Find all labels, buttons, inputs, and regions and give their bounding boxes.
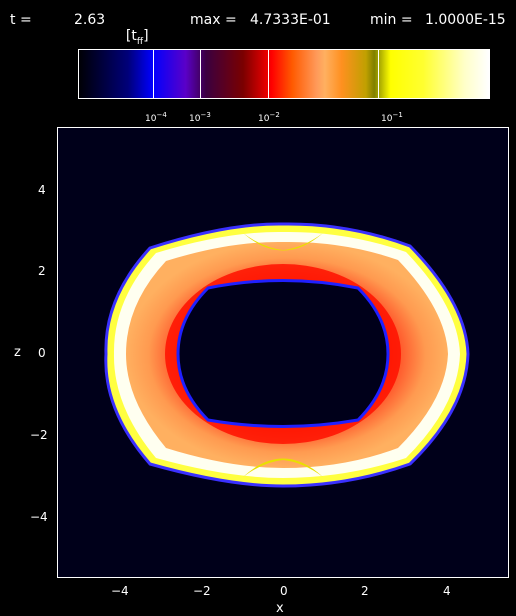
x-tick-label: 2 (361, 584, 369, 598)
min-label: min = (370, 12, 413, 28)
colorbar-tick-label: 10−4 (145, 111, 167, 124)
x-axis-label: x (276, 601, 284, 616)
max-label: max = (190, 12, 237, 28)
time-unit: [tff] (125, 28, 149, 47)
x-tick-label: 0 (280, 584, 288, 598)
x-tick-label: −2 (193, 584, 211, 598)
density-field (58, 128, 508, 577)
colorbar-tick (378, 50, 380, 98)
colorbar-tick (199, 50, 201, 98)
time-label: t = (10, 12, 32, 28)
y-tick-label: −4 (30, 510, 48, 524)
min-value: 1.0000E-15 (425, 12, 506, 28)
colorbar-tick-label: 10−2 (258, 111, 280, 124)
colorbar-tick-label: 10−3 (189, 111, 211, 124)
time-value: 2.63 (74, 12, 106, 28)
colorbar-tick (267, 50, 269, 98)
density-plot (57, 127, 509, 578)
max-value: 4.7333E-01 (250, 12, 331, 28)
x-tick-label: 4 (443, 584, 451, 598)
y-tick-label: 4 (38, 183, 46, 197)
colorbar (78, 49, 490, 99)
x-tick-label: −4 (111, 584, 129, 598)
colorbar-tick (152, 50, 154, 98)
y-tick-label: 0 (38, 346, 46, 360)
colorbar-tick-label: 10−1 (381, 111, 403, 124)
y-axis-label: z (14, 345, 21, 360)
y-tick-label: −2 (30, 428, 48, 442)
y-tick-label: 2 (38, 264, 46, 278)
